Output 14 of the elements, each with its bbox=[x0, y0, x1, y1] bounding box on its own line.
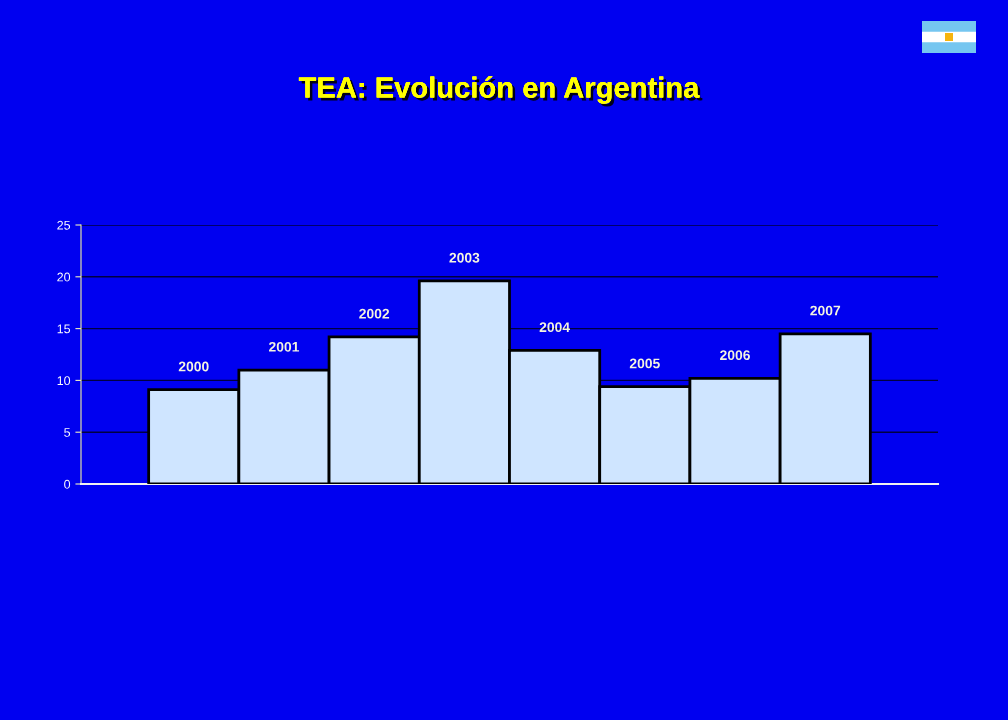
x-tick-label: 2005 bbox=[629, 358, 660, 369]
y-tick-label: 15 bbox=[57, 324, 71, 334]
chart-title: TEA: Evolución en Argentina bbox=[298, 76, 703, 107]
x-tick-label: 2001 bbox=[269, 341, 300, 352]
y-tick-label: 0 bbox=[64, 479, 71, 489]
y-tick-label: 5 bbox=[64, 428, 71, 437]
y-tick-label: 25 bbox=[57, 220, 71, 230]
x-tick-label: 2003 bbox=[449, 252, 480, 263]
y-tick-label: 20 bbox=[57, 272, 71, 282]
x-tick-label: 2006 bbox=[720, 350, 750, 361]
x-tick-label: 2002 bbox=[359, 308, 390, 319]
x-tick-label: 2007 bbox=[810, 305, 841, 316]
y-tick-label: 10 bbox=[57, 376, 71, 386]
x-tick-label: 2000 bbox=[178, 361, 209, 372]
